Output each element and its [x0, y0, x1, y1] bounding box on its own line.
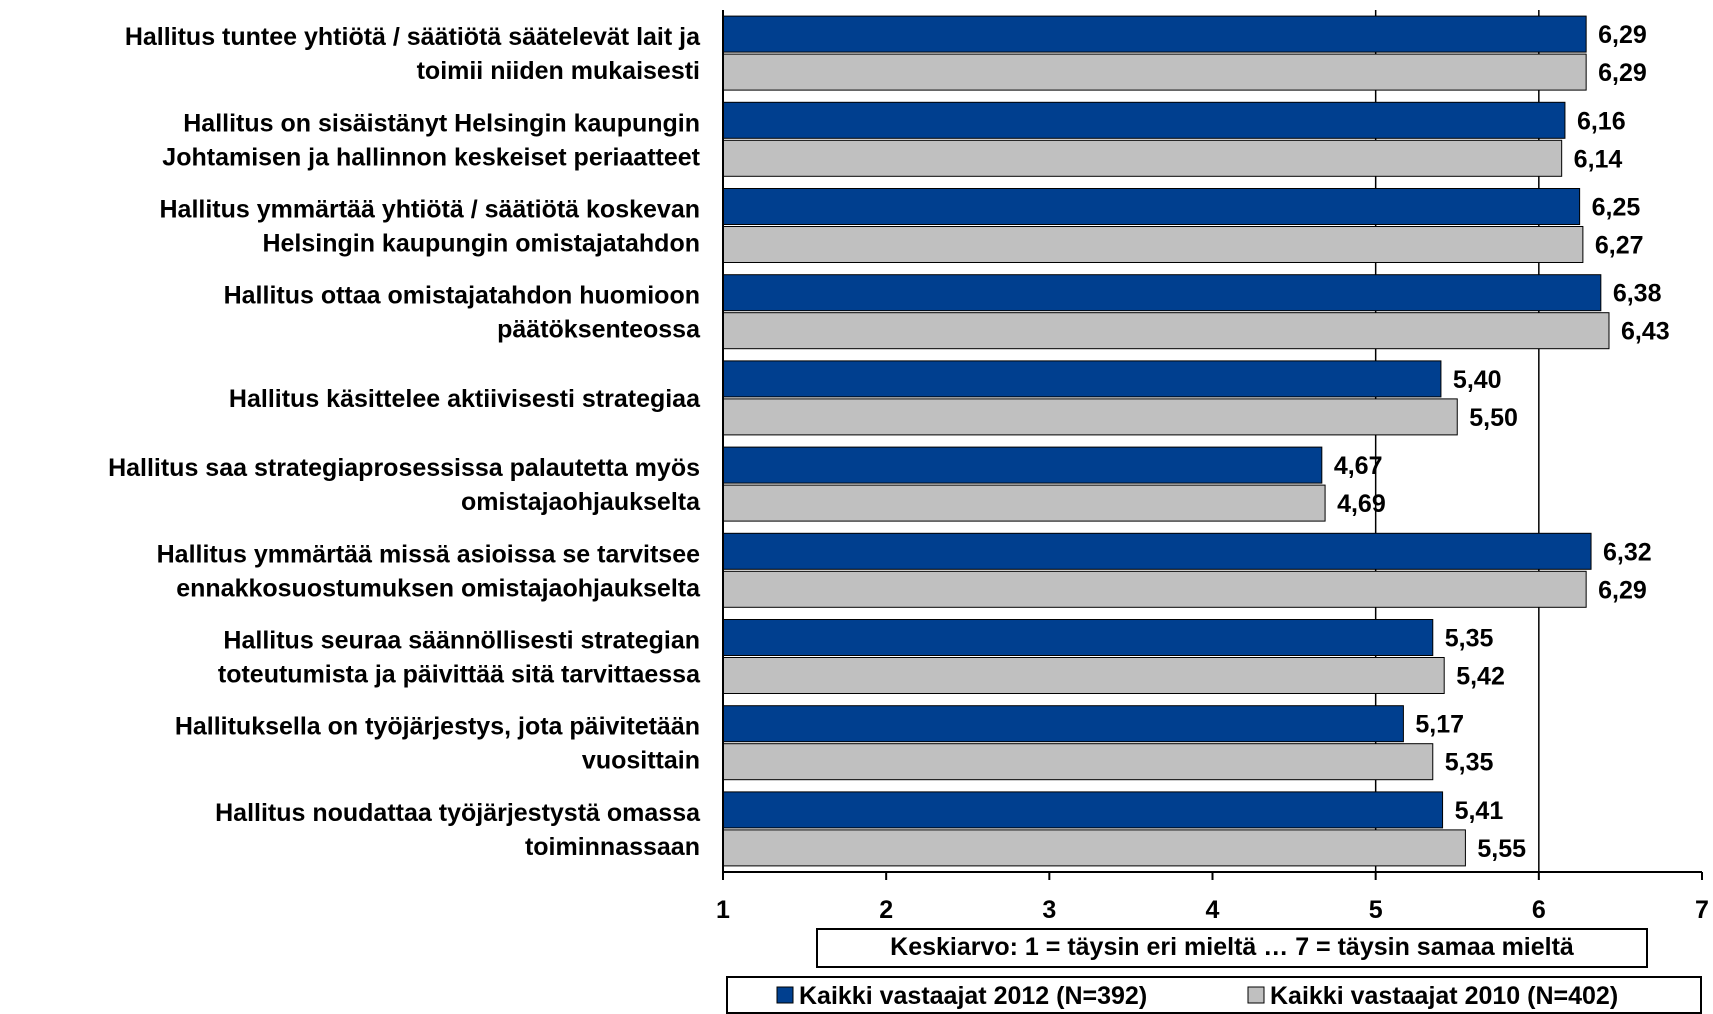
bar-2010-0 — [722, 53, 1587, 91]
value-label-2012-9: 5,41 — [1455, 797, 1504, 825]
value-label-2010-1: 6,14 — [1574, 145, 1623, 173]
x-tick-label-4: 4 — [1206, 896, 1220, 924]
x-axis-title: Keskiarvo: 1 = täysin eri mieltä … 7 = t… — [890, 933, 1574, 961]
legend: Kaikki vastaajat 2012 (N=392) Kaikki vast… — [726, 976, 1702, 1014]
legend-label-2010: Kaikki vastaajat 2010 (N=402) — [1270, 982, 1618, 1010]
x-tick-label-1: 1 — [716, 896, 730, 924]
category-labels: Hallitus tuntee yhtiötä / säätiötä sääte… — [108, 23, 701, 861]
x-tick-label-2: 2 — [879, 896, 893, 924]
bar-2010-4 — [722, 398, 1458, 436]
category-label-8-line-0: Hallituksella on työjärjestys, jota päiv… — [175, 713, 700, 741]
x-axis: 1 2 3 4 5 6 7 — [716, 10, 1709, 924]
bar-2012-0 — [722, 15, 1587, 53]
value-label-2010-3: 6,43 — [1621, 318, 1670, 346]
category-label-7-line-0: Hallitus seuraa säännöllisesti strategia… — [223, 627, 700, 655]
value-label-2010-8: 5,35 — [1445, 749, 1494, 777]
bar-2012-1 — [722, 101, 1566, 139]
bars — [722, 15, 1610, 867]
category-label-5-line-1: omistajaohjaukselta — [461, 488, 701, 516]
bar-2010-8 — [722, 743, 1434, 781]
legend-label-2012: Kaikki vastaajat 2012 (N=392) — [799, 982, 1147, 1010]
value-label-2010-2: 6,27 — [1595, 232, 1644, 260]
category-label-3-line-0: Hallitus ottaa omistajatahdon huomioon — [224, 282, 700, 310]
x-tick-label-5: 5 — [1369, 896, 1383, 924]
bar-2012-9 — [722, 791, 1444, 829]
bar-2010-1 — [722, 139, 1563, 177]
category-label-9-line-0: Hallitus noudattaa työjärjestystä omassa — [215, 799, 701, 827]
bar-2012-4 — [722, 360, 1442, 398]
gridlines — [1374, 10, 1540, 872]
value-label-2012-4: 5,40 — [1453, 366, 1502, 394]
category-label-2-line-0: Hallitus ymmärtää yhtiötä / säätiötä kos… — [160, 196, 701, 224]
bar-2012-2 — [722, 188, 1581, 225]
bar-2012-6 — [722, 532, 1592, 570]
value-label-2012-7: 5,35 — [1445, 625, 1494, 653]
bar-2012-3 — [722, 274, 1602, 312]
bar-2012-7 — [722, 619, 1434, 656]
bar-2010-3 — [722, 312, 1610, 350]
category-label-0-line-1: toimii niiden mukaisesti — [417, 57, 700, 85]
category-label-3-line-1: päätöksenteossa — [497, 316, 701, 344]
value-label-2012-0: 6,29 — [1598, 21, 1647, 49]
x-tick-label-6: 6 — [1532, 896, 1546, 924]
value-label-2012-1: 6,16 — [1577, 107, 1626, 135]
value-label-2010-6: 6,29 — [1598, 576, 1647, 604]
value-label-2012-6: 6,32 — [1603, 538, 1652, 566]
value-label-2012-2: 6,25 — [1592, 194, 1641, 222]
bar-2012-8 — [722, 705, 1404, 743]
category-label-5-line-0: Hallitus saa strategiaprosessissa palaut… — [108, 454, 700, 482]
value-label-2012-5: 4,67 — [1334, 452, 1383, 480]
category-label-8-line-1: vuosittain — [582, 747, 700, 775]
legend-swatch-2010 — [1247, 986, 1265, 1004]
x-tick-label-3: 3 — [1042, 896, 1056, 924]
bar-2010-5 — [722, 484, 1326, 522]
value-label-2010-5: 4,69 — [1337, 490, 1386, 518]
bar-2010-6 — [722, 570, 1587, 608]
legend-swatch-2012 — [776, 986, 794, 1004]
value-label-2010-7: 5,42 — [1456, 663, 1505, 691]
bar-2010-9 — [722, 829, 1466, 867]
x-axis-title-box: Keskiarvo: 1 = täysin eri mieltä … 7 = t… — [816, 928, 1648, 968]
category-label-6-line-0: Hallitus ymmärtää missä asioissa se tarv… — [157, 540, 700, 568]
value-label-2010-0: 6,29 — [1598, 59, 1647, 87]
value-label-2010-4: 5,50 — [1469, 404, 1518, 432]
category-label-1-line-0: Hallitus on sisäistänyt Helsingin kaupun… — [183, 109, 700, 137]
value-labels: 6,29 6,29 6,16 6,14 6,25 6,27 6,38 6,43 5,40 5,50… — [1334, 21, 1670, 863]
bar-2012-5 — [722, 446, 1323, 484]
bar-2010-7 — [722, 657, 1445, 694]
category-label-0-line-0: Hallitus tuntee yhtiötä / säätiötä sääte… — [125, 23, 701, 51]
value-label-2010-9: 5,55 — [1477, 835, 1526, 863]
value-label-2012-8: 5,17 — [1415, 711, 1464, 739]
category-label-2-line-1: Helsingin kaupungin omistajatahdon — [262, 230, 700, 258]
category-label-9-line-1: toiminnassaan — [525, 833, 700, 861]
category-label-6-line-1: ennakkosuostumuksen omistajaohjaukselta — [176, 574, 701, 602]
value-label-2012-3: 6,38 — [1613, 280, 1662, 308]
x-tick-label-7: 7 — [1695, 896, 1709, 924]
category-label-4-line-0: Hallitus käsittelee aktiivisesti strateg… — [229, 385, 701, 413]
category-label-1-line-1: Johtamisen ja hallinnon keskeiset periaa… — [162, 143, 700, 171]
bar-2010-2 — [722, 226, 1584, 263]
category-label-7-line-1: toteutumista ja päivittää sitä tarvittae… — [218, 661, 701, 689]
